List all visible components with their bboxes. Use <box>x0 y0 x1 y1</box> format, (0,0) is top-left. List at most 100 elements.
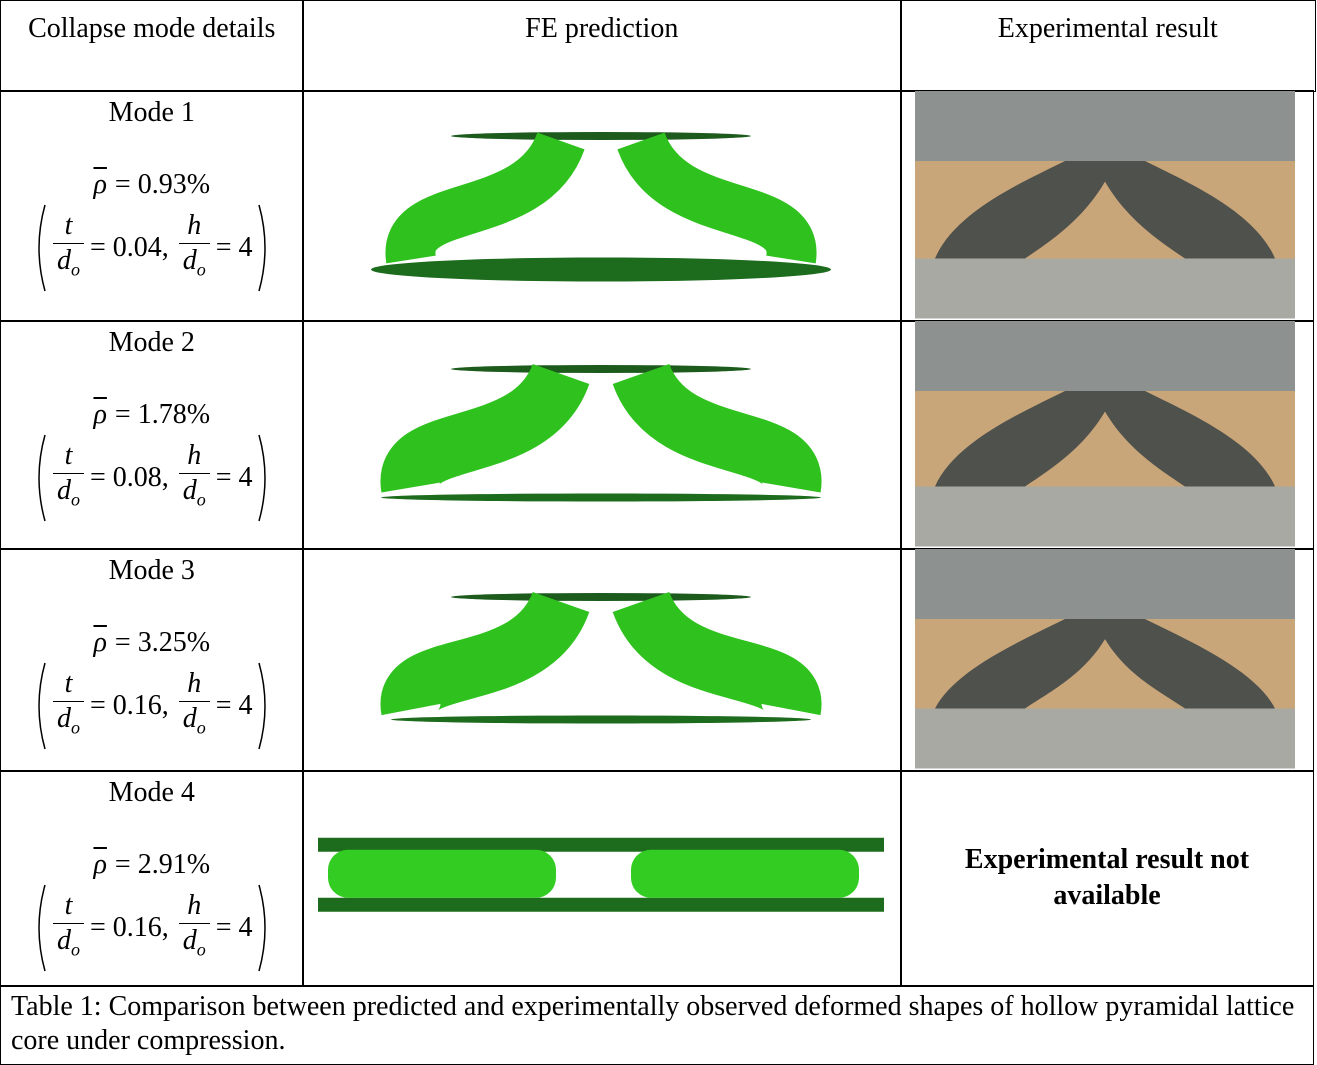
density-value: = 1.78% <box>115 399 210 431</box>
photo-shape <box>915 259 1295 319</box>
fe-shape <box>451 365 751 373</box>
photo-shape <box>915 549 1295 619</box>
den-symbol: d <box>183 245 197 276</box>
density: ρ = 1.78% <box>79 399 224 431</box>
numerator: t <box>65 889 73 923</box>
header-cell: Experimental result <box>900 0 1316 92</box>
density-value: = 3.25% <box>115 627 210 659</box>
density-symbol: ρ <box>93 849 106 881</box>
paren-right <box>259 205 265 291</box>
numerator: t <box>65 439 73 473</box>
den-subscript: o <box>71 260 80 280</box>
numerator: t <box>65 667 73 701</box>
paren <box>257 203 271 293</box>
density-symbol: ρ <box>93 627 106 659</box>
header-text: Collapse mode details <box>28 13 275 44</box>
density-symbol: ρ <box>93 169 106 201</box>
denominator: do <box>179 923 210 967</box>
numerator: h <box>187 889 201 923</box>
den-symbol: d <box>57 925 71 956</box>
paren-right <box>259 885 265 971</box>
den-subscript: o <box>71 490 80 510</box>
header-cell: FE prediction <box>302 0 902 92</box>
mode-label: Mode 1 <box>109 95 195 131</box>
fe-shape <box>318 898 884 912</box>
mode-label: Mode 3 <box>109 553 195 589</box>
paren-right <box>259 663 265 749</box>
experimental-cell <box>900 548 1314 772</box>
fraction: tdo <box>53 439 84 517</box>
denominator: do <box>179 473 210 517</box>
denominator: do <box>53 923 84 967</box>
experimental-cell: Experimental result not available <box>900 770 1314 987</box>
caption-cell: Table 1: Comparison between predicted an… <box>0 985 1314 1065</box>
density-symbol: ρ <box>93 399 106 431</box>
fe-shape <box>410 141 561 260</box>
denominator: do <box>179 701 210 745</box>
fe-figure <box>303 321 899 548</box>
fe-figure <box>303 771 899 985</box>
not-available: Experimental result not available <box>931 842 1283 914</box>
ratio-value: = 0.16, <box>90 912 169 944</box>
paren-left <box>39 663 45 749</box>
photo <box>915 549 1295 769</box>
fe-shape <box>410 374 561 488</box>
header-cell: Collapse mode details <box>0 0 304 92</box>
paren <box>33 203 47 293</box>
paren <box>257 661 271 751</box>
ratios: tdo= 0.08,hdo= 4 <box>33 439 271 517</box>
fe-shape <box>381 494 821 502</box>
header-text: FE prediction <box>525 13 678 44</box>
den-subscript: o <box>197 490 206 510</box>
fe-shape <box>451 132 751 140</box>
photo-shape <box>915 709 1295 769</box>
den-subscript: o <box>197 718 206 738</box>
paren-left <box>39 435 45 521</box>
photo-shape <box>915 487 1295 547</box>
den-symbol: d <box>57 475 71 506</box>
paren-left <box>39 885 45 971</box>
den-symbol: d <box>57 703 71 734</box>
photo-shape <box>915 91 1295 161</box>
paren-right <box>259 435 265 521</box>
fe-cell <box>302 90 902 322</box>
photo <box>915 91 1295 319</box>
numerator: t <box>65 209 73 243</box>
ratio-value: = 4 <box>216 232 253 264</box>
denominator: do <box>53 701 84 745</box>
fe-shape <box>641 374 792 488</box>
ratio-value: = 4 <box>216 912 253 944</box>
fe-figure <box>303 91 899 320</box>
density: ρ= 2.91% <box>79 849 224 881</box>
fe-shape <box>410 602 561 710</box>
numerator: h <box>187 209 201 243</box>
ratio-value: = 4 <box>216 462 253 494</box>
numerator: h <box>187 667 201 701</box>
mode-label: Mode 4 <box>109 775 195 811</box>
ratio-value: = 0.08, <box>90 462 169 494</box>
photo-shape <box>915 321 1295 391</box>
photo <box>915 321 1295 547</box>
ratio-value: = 4 <box>216 690 253 722</box>
ratio-value: = 0.04, <box>90 232 169 264</box>
den-subscript: o <box>71 940 80 960</box>
den-subscript: o <box>197 940 206 960</box>
experimental-cell <box>900 320 1314 550</box>
page: Collapse mode details FE prediction Experi… <box>0 0 1317 1057</box>
fe-shape <box>371 258 831 282</box>
fe-shape <box>641 141 792 260</box>
paren <box>33 433 47 523</box>
fe-shape <box>391 716 811 724</box>
numerator: h <box>187 439 201 473</box>
